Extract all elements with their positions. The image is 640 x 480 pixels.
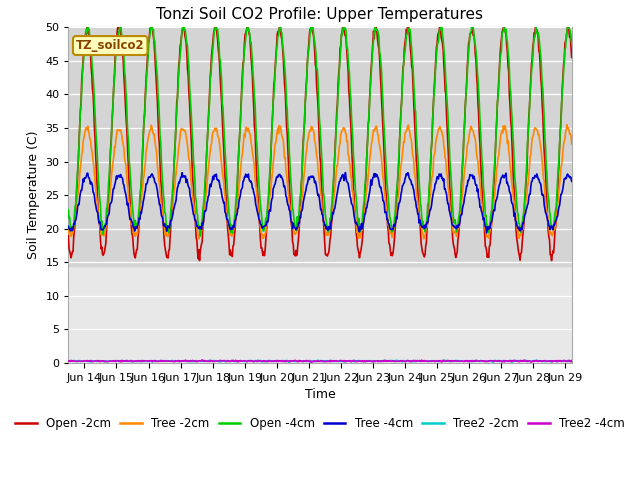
Line: Tree -2cm: Tree -2cm [68, 125, 572, 239]
X-axis label: Time: Time [305, 388, 335, 401]
Tree2 -2cm [285, 360, 292, 365]
Tree2 -2cm [520, 358, 527, 364]
Tree2 -2cm [568, 358, 575, 364]
Open -2cm [520, 217, 528, 223]
Tree -4cm [113, 176, 121, 182]
Tree2 -2cm [95, 358, 103, 364]
Tree2 -2cm [113, 358, 121, 363]
Tree2 -4cm [568, 358, 575, 363]
Open -2cm [65, 233, 72, 239]
Tree -2cm [285, 193, 292, 199]
Line: Tree -4cm: Tree -4cm [68, 173, 572, 233]
Tree -4cm [285, 203, 292, 209]
Tree -4cm [342, 170, 349, 176]
Line: Tree2 -4cm: Tree2 -4cm [68, 360, 572, 362]
Tree -4cm [568, 179, 575, 184]
Tree -2cm [315, 171, 323, 177]
Line: Tree2 -2cm: Tree2 -2cm [68, 360, 572, 362]
Tree2 -4cm [95, 358, 103, 363]
Tree -2cm [520, 222, 527, 228]
Tree2 -2cm [315, 358, 323, 363]
Tree2 -4cm [307, 359, 315, 365]
Tree -4cm [65, 223, 72, 229]
Tree2 -4cm [173, 358, 180, 364]
Open -2cm [316, 155, 324, 160]
Tree -2cm [65, 228, 72, 233]
Tree2 -4cm [285, 358, 293, 364]
Open -2cm [276, 17, 284, 23]
Tree -4cm [520, 216, 528, 221]
Tree -4cm [173, 189, 180, 195]
Tree2 -2cm [173, 358, 180, 364]
Text: TZ_soilco2: TZ_soilco2 [76, 39, 145, 52]
Open -4cm [116, 15, 124, 21]
Open -4cm [520, 205, 528, 211]
Tree -2cm [173, 163, 180, 168]
Tree -2cm [563, 122, 571, 128]
Open -4cm [65, 207, 72, 213]
Tree -2cm [568, 141, 575, 147]
Open -2cm [286, 191, 294, 197]
Tree2 -2cm [533, 357, 541, 363]
Line: Open -2cm: Open -2cm [68, 20, 572, 261]
Bar [68, 27, 572, 266]
Tree -4cm [95, 220, 103, 226]
Open -2cm [568, 54, 575, 60]
Open -2cm [95, 219, 103, 225]
Open -2cm [113, 28, 121, 34]
Y-axis label: Soil Temperature (C): Soil Temperature (C) [27, 131, 40, 259]
Tree2 -4cm [65, 358, 72, 364]
Open -4cm [95, 190, 103, 195]
Tree2 -4cm [198, 357, 206, 363]
Legend: Open -2cm, Tree -2cm, Open -4cm, Tree -4cm, Tree2 -2cm, Tree2 -4cm: Open -2cm, Tree -2cm, Open -4cm, Tree -4… [11, 413, 629, 435]
Line: Open -4cm: Open -4cm [68, 18, 572, 236]
Open -4cm [196, 233, 204, 239]
Tree -2cm [420, 236, 428, 242]
Tree2 -2cm [65, 358, 72, 364]
Open -2cm [196, 258, 204, 264]
Tree2 -4cm [520, 358, 528, 364]
Open -4cm [113, 36, 121, 41]
Open -4cm [316, 123, 324, 129]
Tree2 -2cm [489, 360, 497, 365]
Open -4cm [173, 94, 181, 99]
Tree2 -4cm [113, 358, 121, 364]
Tree -2cm [113, 127, 121, 133]
Tree2 -4cm [316, 359, 324, 364]
Open -4cm [286, 160, 294, 166]
Open -4cm [568, 40, 575, 46]
Title: Tonzi Soil CO2 Profile: Upper Temperatures: Tonzi Soil CO2 Profile: Upper Temperatur… [157, 7, 483, 22]
Tree -4cm [483, 230, 490, 236]
Open -2cm [173, 99, 180, 105]
Tree -2cm [95, 216, 103, 221]
Tree -4cm [315, 192, 323, 197]
